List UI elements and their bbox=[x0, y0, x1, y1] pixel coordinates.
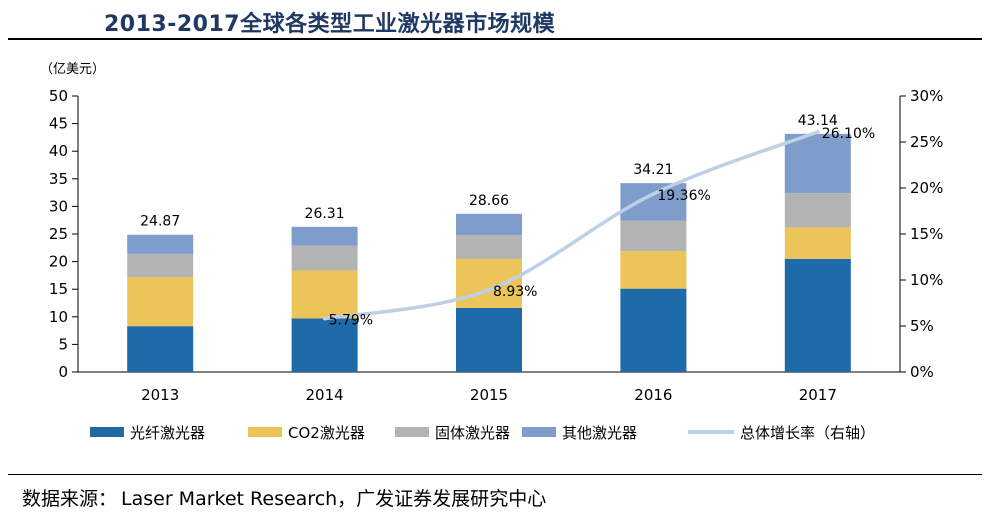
data-labels: 24.87 26.31 28.66 34.21 43.14 5.79% 8.93% 19.36… bbox=[140, 113, 875, 329]
y-left-tick-label: 40 bbox=[49, 142, 68, 160]
bar-segment bbox=[291, 318, 358, 372]
bar-segment bbox=[620, 183, 687, 221]
y-left-tick-label: 20 bbox=[49, 253, 68, 271]
legend-label: 固体激光器 bbox=[435, 424, 510, 442]
y-left-tick-label: 0 bbox=[58, 363, 68, 381]
legend-swatch bbox=[90, 427, 124, 437]
bar-segment bbox=[456, 213, 522, 236]
y-left-tick-label: 45 bbox=[49, 115, 68, 133]
bar-total-label: 34.21 bbox=[633, 162, 673, 178]
bar-segment bbox=[784, 193, 851, 228]
growth-rate-label: 26.10% bbox=[822, 126, 875, 142]
bar-segment bbox=[784, 258, 851, 372]
source-note: 数据来源： Laser Market Research，广发证券发展研究中心 bbox=[22, 484, 546, 511]
legend-label: 光纤激光器 bbox=[130, 424, 205, 442]
growth-rate-label: 5.79% bbox=[329, 313, 373, 329]
bar-segment bbox=[620, 220, 687, 252]
y-right-tick-label: 20% bbox=[910, 179, 943, 197]
y-right-tick-label: 30% bbox=[910, 87, 943, 105]
source-divider bbox=[8, 474, 982, 475]
x-tick-label: 2014 bbox=[306, 386, 344, 404]
bar-segment bbox=[784, 133, 851, 194]
x-tick-label: 2015 bbox=[470, 386, 508, 404]
y-left-tick-label: 35 bbox=[49, 170, 68, 188]
bar-segment bbox=[127, 326, 194, 372]
legend-swatch bbox=[395, 427, 429, 437]
bar-total-label: 24.87 bbox=[140, 214, 180, 230]
bar-segment bbox=[291, 245, 358, 271]
y-right-tick-label: 15% bbox=[910, 225, 943, 243]
y-left-tick-label: 50 bbox=[49, 87, 68, 105]
chart-title: 2013-2017全球各类型工业激光器市场规模 bbox=[104, 12, 556, 37]
y-left-tick-label: 5 bbox=[58, 335, 68, 353]
bars bbox=[127, 133, 851, 372]
chart: （亿美元） 0 5 10 15 20 25 30 35 40 45 50 0% 5% 10% 15% 20% 25… bbox=[40, 62, 943, 442]
bar-total-label: 26.31 bbox=[305, 206, 345, 222]
axes: （亿美元） 0 5 10 15 20 25 30 35 40 45 50 0% 5% 10% 15% 20% 25… bbox=[40, 62, 943, 404]
legend-label: 其他激光器 bbox=[562, 424, 637, 442]
x-tick-label: 2013 bbox=[141, 386, 179, 404]
bar-segment bbox=[127, 253, 194, 278]
growth-rate-label: 19.36% bbox=[657, 188, 710, 204]
y-left-tick-label: 30 bbox=[49, 197, 68, 215]
y-left-tick-label: 25 bbox=[49, 225, 68, 243]
bar-segment bbox=[127, 277, 194, 327]
x-tick-label: 2017 bbox=[799, 386, 837, 404]
legend-swatch bbox=[248, 427, 282, 437]
bar-segment bbox=[456, 258, 522, 308]
bar-segment bbox=[784, 227, 851, 259]
source-label: 数据来源： bbox=[22, 488, 118, 510]
bar-segment bbox=[456, 235, 522, 259]
growth-rate-line bbox=[322, 130, 820, 321]
legend-swatch bbox=[522, 427, 556, 437]
y-axis-unit-label: （亿美元） bbox=[40, 62, 105, 77]
x-tick-label: 2016 bbox=[634, 386, 672, 404]
growth-rate-label: 8.93% bbox=[493, 284, 537, 300]
legend-label: CO2激光器 bbox=[288, 424, 365, 442]
y-left-tick-label: 15 bbox=[49, 280, 68, 298]
bar-segment bbox=[291, 226, 358, 246]
y-right-tick-label: 25% bbox=[910, 133, 943, 151]
legend: 光纤激光器 CO2激光器 固体激光器 其他激光器 总体增长率（右轴） bbox=[90, 424, 875, 442]
bar-segment bbox=[291, 270, 358, 319]
y-right-tick-label: 10% bbox=[910, 271, 943, 289]
bar-segment bbox=[620, 288, 687, 372]
bar-segment bbox=[456, 307, 522, 372]
bar-total-label: 43.14 bbox=[798, 113, 838, 129]
title-divider bbox=[8, 38, 982, 40]
y-right-tick-label: 0% bbox=[910, 363, 934, 381]
y-right-tick-label: 5% bbox=[910, 317, 934, 335]
bar-segment bbox=[620, 251, 687, 289]
bar-total-label: 28.66 bbox=[469, 193, 509, 209]
y-left-tick-label: 10 bbox=[49, 308, 68, 326]
source-text: Laser Market Research，广发证券发展研究中心 bbox=[121, 488, 547, 510]
bar-segment bbox=[127, 234, 194, 254]
legend-label: 总体增长率（右轴） bbox=[740, 424, 875, 442]
growth-line-layer bbox=[322, 130, 820, 321]
